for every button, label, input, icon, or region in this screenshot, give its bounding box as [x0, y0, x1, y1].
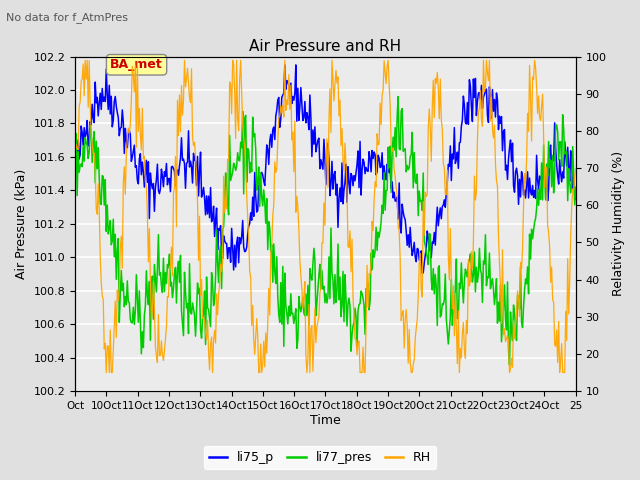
Y-axis label: Air Pressure (kPa): Air Pressure (kPa) — [15, 168, 28, 279]
Legend: li75_p, li77_pres, RH: li75_p, li77_pres, RH — [204, 446, 436, 469]
Title: Air Pressure and RH: Air Pressure and RH — [250, 39, 401, 54]
X-axis label: Time: Time — [310, 414, 341, 427]
Y-axis label: Relativity Humidity (%): Relativity Humidity (%) — [612, 151, 625, 296]
Text: No data for f_AtmPres: No data for f_AtmPres — [6, 12, 129, 23]
Text: BA_met: BA_met — [110, 58, 163, 71]
